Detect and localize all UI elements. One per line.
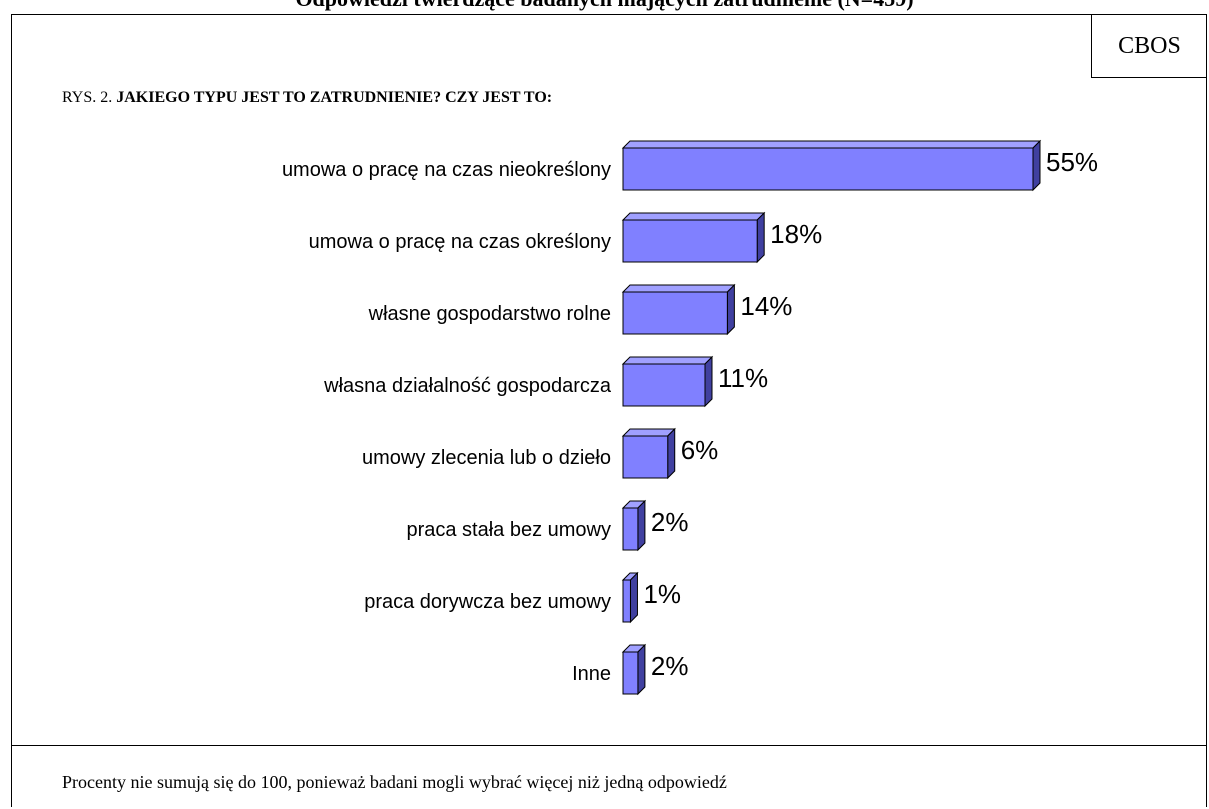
bar-group: własna działalność gospodarcza 11%: [323, 355, 768, 408]
bar-side-face: [629, 571, 638, 624]
bar-top-face: [621, 356, 714, 365]
bar: [622, 651, 639, 695]
data-label: 1%: [643, 579, 681, 609]
data-label: 55%: [1046, 147, 1098, 177]
category-label: umowa o pracę na czas określony: [309, 231, 611, 253]
bar-top-face: [621, 284, 736, 293]
data-label: 14%: [740, 291, 792, 321]
bar-side-face: [637, 499, 646, 552]
bar-top-face: [621, 212, 766, 221]
bar-side-face: [704, 355, 713, 408]
bar-group: praca dorywcza bez umowy 1%: [364, 571, 681, 624]
category-label: własna działalność gospodarcza: [323, 375, 612, 397]
category-label: umowy zlecenia lub o dzieło: [362, 447, 611, 469]
bar-group: umowa o pracę na czas nieokreślony 55%: [282, 139, 1098, 192]
bar-top-face: [621, 428, 676, 437]
bar: [622, 219, 758, 263]
data-label: 2%: [651, 651, 689, 681]
bar: [622, 147, 1034, 191]
category-label: praca dorywcza bez umowy: [364, 591, 611, 613]
figure-number: RYS. 2.: [62, 89, 113, 106]
footer-divider: [11, 745, 1207, 746]
bar-side-face: [726, 283, 735, 336]
bar: [622, 291, 728, 335]
category-label: własne gospodarstwo rolne: [368, 303, 611, 325]
bar-top-face: [621, 140, 1042, 149]
data-label: 2%: [651, 507, 689, 537]
bar-group: umowy zlecenia lub o dzieło 6%: [362, 427, 719, 480]
bar: [622, 507, 639, 551]
bar-side-face: [637, 643, 646, 696]
bar: [622, 363, 706, 407]
category-label: umowa o pracę na czas nieokreślony: [282, 159, 611, 181]
figure-question: JAKIEGO TYPU JEST TO ZATRUDNIENIE? CZY J…: [116, 89, 553, 106]
chart-frame: [11, 14, 1207, 807]
footnote: Procenty nie sumują się do 100, ponieważ…: [62, 772, 727, 792]
bar-group: Inne 2%: [572, 643, 689, 696]
data-label: 18%: [770, 219, 822, 249]
figure-title: RYS. 2. JAKIEGO TYPU JEST TO ZATRUDNIENI…: [62, 88, 552, 108]
bar-group: umowa o pracę na czas określony 18%: [309, 211, 822, 264]
bar-group: praca stała bez umowy 2%: [406, 499, 689, 552]
data-label: 6%: [681, 435, 719, 465]
bar: [622, 435, 669, 479]
category-label: Inne: [572, 663, 611, 685]
bar-side-face: [1032, 139, 1041, 192]
bar-group: własne gospodarstwo rolne 14%: [368, 283, 792, 336]
bar-side-face: [667, 427, 676, 480]
chart-caption: Odpowiedzi twierdzące badanych mających …: [0, 0, 1209, 12]
organization-label: CBOS: [1091, 14, 1207, 78]
category-label: praca stała bez umowy: [406, 519, 611, 541]
bar-side-face: [756, 211, 765, 264]
data-label: 11%: [718, 363, 768, 393]
bar-chart: umowa o pracę na czas nieokreślony 55%umo…: [282, 139, 1098, 696]
bar: [622, 579, 631, 623]
